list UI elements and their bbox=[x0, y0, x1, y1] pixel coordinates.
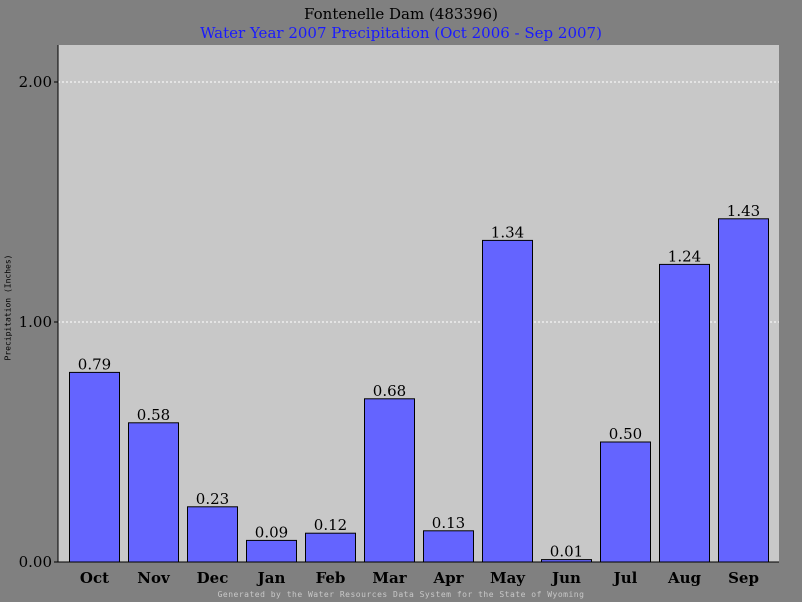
bar-value-label: 0.50 bbox=[609, 425, 642, 443]
y-tick-label: 1.00 bbox=[19, 313, 52, 331]
bar-value-label: 0.12 bbox=[314, 516, 347, 534]
bar-nov bbox=[128, 422, 179, 563]
x-tick-label: Dec bbox=[197, 569, 229, 587]
x-tick-label: Aug bbox=[667, 569, 702, 587]
bar-apr bbox=[423, 530, 474, 563]
y-tick-label: 2.00 bbox=[19, 73, 52, 91]
x-tick-label: Apr bbox=[432, 569, 464, 587]
bar-value-label: 0.58 bbox=[137, 406, 170, 424]
bar-jan bbox=[246, 539, 297, 563]
bar-value-label: 0.01 bbox=[550, 543, 583, 561]
chart-subtitle: Water Year 2007 Precipitation (Oct 2006 … bbox=[200, 24, 602, 42]
bar-jul bbox=[600, 441, 651, 563]
bar-value-label: 1.43 bbox=[727, 202, 760, 220]
x-tick-label: Jan bbox=[256, 569, 286, 587]
bar-value-label: 0.68 bbox=[373, 382, 406, 400]
bar-may bbox=[482, 239, 533, 563]
x-tick-label: Nov bbox=[137, 569, 171, 587]
bar-value-label: 0.13 bbox=[432, 514, 465, 532]
bar-dec bbox=[187, 506, 238, 563]
bar-sep bbox=[718, 218, 769, 563]
x-tick-label: Jul bbox=[612, 569, 638, 587]
x-tick-label: Jun bbox=[550, 569, 581, 587]
bar-mar bbox=[364, 398, 415, 563]
bar-aug bbox=[659, 263, 710, 563]
x-tick-label: May bbox=[490, 569, 526, 587]
bar-feb bbox=[305, 532, 356, 563]
bar-value-label: 0.09 bbox=[255, 523, 288, 541]
chart-title: Fontenelle Dam (483396) bbox=[304, 5, 498, 23]
bar-value-label: 0.79 bbox=[78, 355, 111, 373]
y-tick-label: 0.00 bbox=[19, 553, 52, 571]
bar-oct bbox=[69, 371, 120, 563]
chart-footer: Generated by the Water Resources Data Sy… bbox=[217, 590, 585, 599]
x-tick-label: Oct bbox=[80, 569, 109, 587]
x-tick-label: Feb bbox=[316, 569, 346, 587]
bar-value-label: 1.34 bbox=[491, 223, 524, 241]
x-tick-label: Sep bbox=[728, 569, 759, 587]
bar-value-label: 1.24 bbox=[668, 247, 701, 265]
x-tick-label: Mar bbox=[372, 569, 407, 587]
bar-value-label: 0.23 bbox=[196, 490, 229, 508]
